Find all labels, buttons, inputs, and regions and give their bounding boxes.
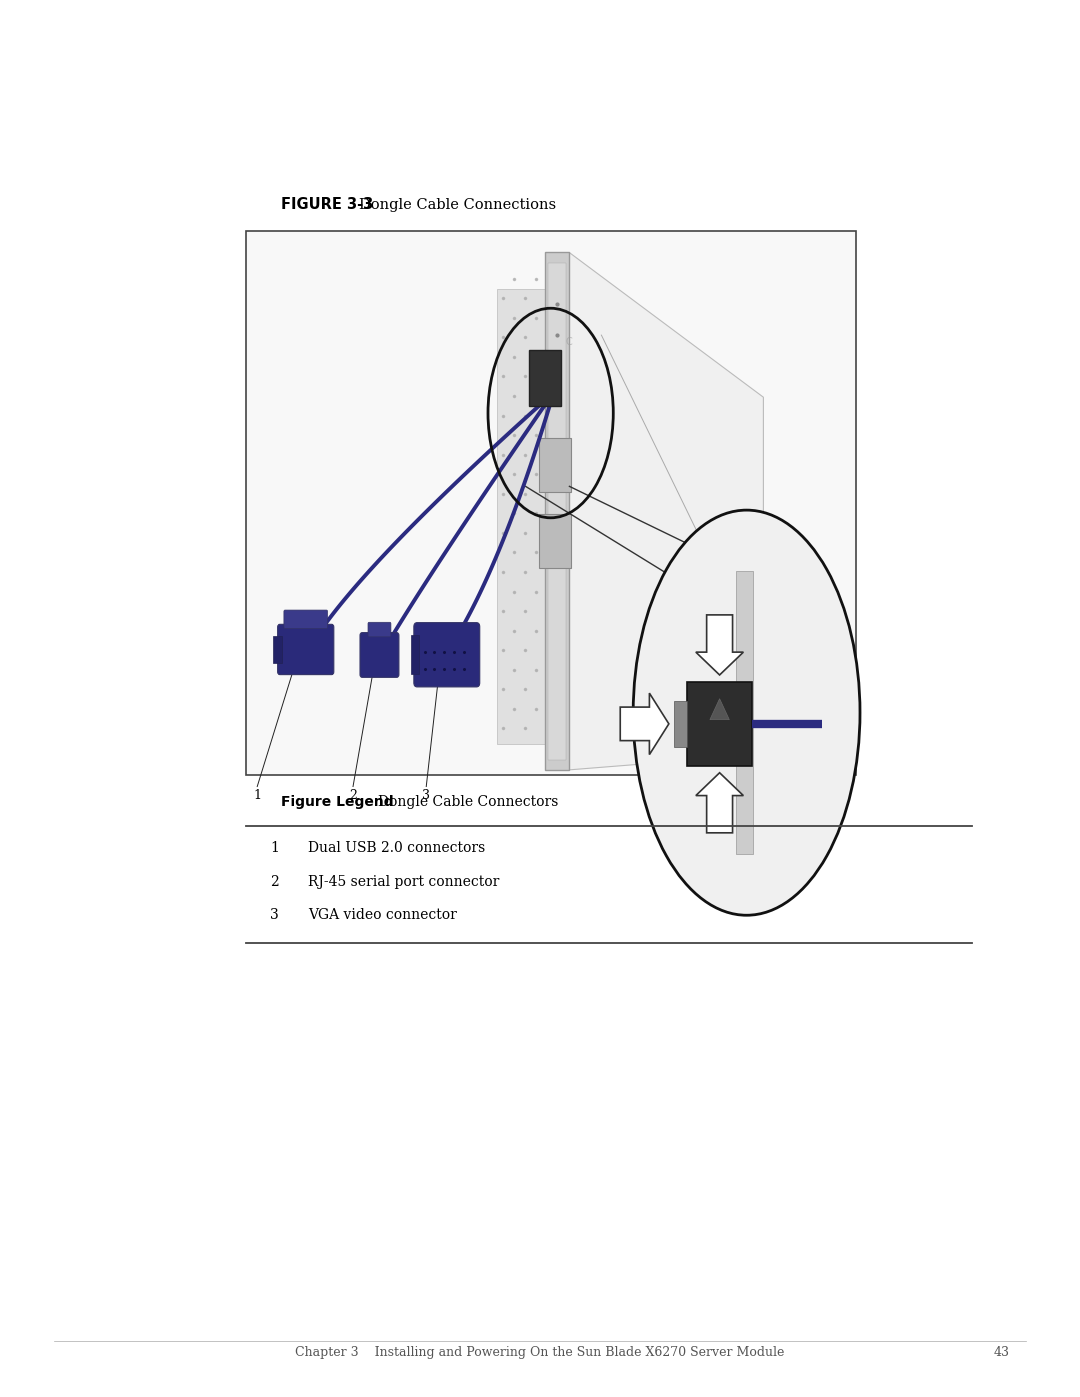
FancyBboxPatch shape (368, 622, 391, 637)
FancyBboxPatch shape (273, 636, 282, 664)
FancyBboxPatch shape (687, 682, 752, 766)
Text: 3: 3 (422, 789, 430, 802)
Text: FIGURE 3-3: FIGURE 3-3 (281, 197, 373, 212)
FancyBboxPatch shape (246, 231, 856, 775)
Text: 1: 1 (253, 789, 261, 802)
Text: Figure Legend: Figure Legend (281, 795, 393, 809)
FancyBboxPatch shape (545, 253, 569, 770)
Text: 1: 1 (270, 841, 279, 855)
Text: Dual USB 2.0 connectors: Dual USB 2.0 connectors (308, 841, 485, 855)
Polygon shape (696, 615, 743, 675)
Text: RJ-45 serial port connector: RJ-45 serial port connector (308, 875, 499, 888)
FancyBboxPatch shape (549, 263, 566, 760)
Text: Dongle Cable Connections: Dongle Cable Connections (359, 198, 556, 212)
Text: Dongle Cable Connectors: Dongle Cable Connectors (378, 795, 558, 809)
Text: 2: 2 (270, 875, 279, 888)
Text: C: C (566, 338, 572, 348)
Polygon shape (696, 773, 743, 833)
FancyBboxPatch shape (539, 514, 571, 569)
FancyBboxPatch shape (539, 437, 571, 492)
FancyBboxPatch shape (410, 636, 419, 675)
FancyBboxPatch shape (414, 623, 480, 687)
Text: Chapter 3    Installing and Powering On the Sun Blade X6270 Server Module: Chapter 3 Installing and Powering On the… (295, 1347, 785, 1359)
Polygon shape (710, 698, 729, 719)
FancyBboxPatch shape (360, 633, 399, 678)
FancyBboxPatch shape (497, 289, 549, 745)
Text: 3: 3 (270, 908, 279, 922)
Polygon shape (569, 253, 764, 770)
FancyBboxPatch shape (529, 351, 562, 407)
Text: 43: 43 (994, 1347, 1010, 1359)
FancyBboxPatch shape (674, 701, 687, 747)
Text: 2: 2 (349, 789, 357, 802)
Text: VGA video connector: VGA video connector (308, 908, 457, 922)
FancyBboxPatch shape (284, 610, 327, 629)
FancyBboxPatch shape (278, 624, 334, 675)
FancyBboxPatch shape (735, 571, 753, 855)
Polygon shape (620, 693, 669, 754)
Ellipse shape (633, 510, 860, 915)
